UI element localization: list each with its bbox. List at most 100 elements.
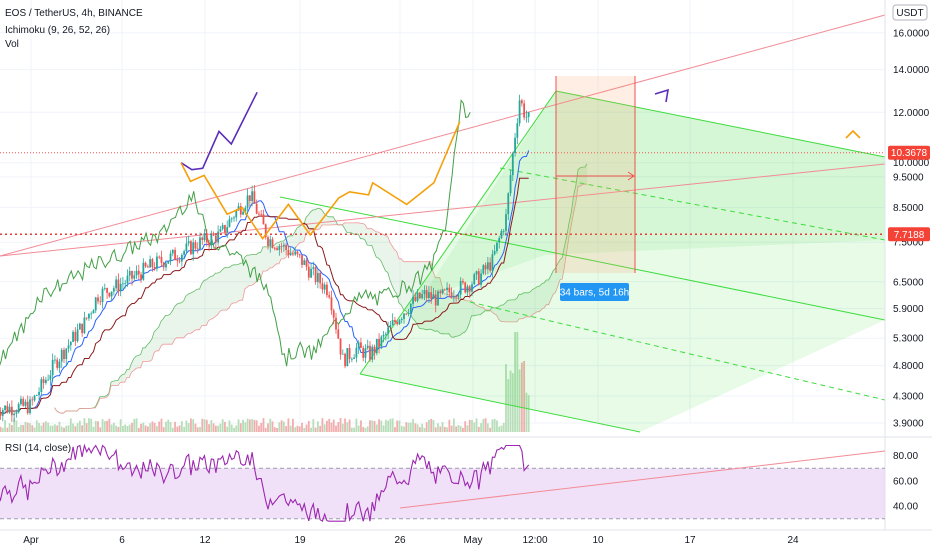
volume-bar [119,419,122,432]
candle-body [90,313,93,315]
candle-body [294,251,297,255]
candle-body [151,259,154,268]
time-tick-label: May [464,535,483,546]
volume-bar [69,418,72,432]
candle-body [321,283,324,290]
symbol-title[interactable]: EOS / TetherUS, 4h, BINANCE [5,8,143,19]
volume-legend[interactable]: Vol [5,39,19,50]
volume-bar [484,418,487,432]
volume-bar [88,418,90,432]
candle-body [210,234,213,246]
volume-bar [432,419,435,432]
volume-bar [353,427,356,432]
candle-body [389,325,392,328]
volume-bar [26,422,29,432]
time-tick-label: Apr [23,535,39,546]
volume-bar [301,422,303,432]
volume-bar [40,425,43,432]
candle-body [378,338,380,347]
volume-bar [187,423,190,432]
pitchfork-drawing[interactable] [279,90,886,433]
rsi-pane[interactable]: 80.00 60.00 40.00 [0,443,918,523]
volume-bar [348,419,351,432]
volume-bar [149,423,152,432]
volume-bar [468,419,471,432]
rsi-legend[interactable]: RSI (14, close) [5,443,71,454]
volume-bar [457,425,460,432]
candle-body [58,361,61,368]
candle-body [126,275,129,284]
candle-body [205,233,208,243]
candle-body [330,297,333,311]
volume-bar [276,427,278,432]
volume-bar [205,419,208,432]
forecast-path-purple[interactable] [180,91,258,171]
price-axis-ticks[interactable]: 16.0000 14.0000 12.0000 10.0000 9.5000 8.5000… [893,28,930,429]
candle-body [69,341,72,346]
volume-bar [423,427,426,432]
candle-body [38,391,40,396]
candle-body [400,318,403,321]
volume-bar [65,425,68,432]
candle-body [248,195,251,202]
price-tick-label: 10.0000 [893,158,930,169]
forecast-path-orange[interactable] [180,121,461,240]
volume-bar [319,425,322,432]
pitchfork-lower-line [359,373,641,433]
rsi-tick-label: 40.00 [893,502,918,513]
candle-body [99,301,102,303]
candle-body [516,123,519,138]
volume-bar [142,422,145,432]
volume-bar [146,426,149,432]
volume-bar [303,427,306,432]
candle-body [244,207,247,212]
candle-body [160,256,163,263]
candle-body [108,292,111,297]
volume-bar [459,425,462,432]
candle-body [523,103,526,118]
volume-bar [124,424,127,432]
volume-bar [180,421,183,432]
candle-body [328,295,331,298]
volume-bar [92,426,95,432]
candle-body [260,214,263,215]
volume-bar [287,418,290,432]
measure-tool[interactable]: 34 bars, 5d 16h [555,76,636,301]
candle-body [498,238,501,243]
volume-bar [20,424,22,432]
candle-body [221,225,224,229]
volume-bar [462,427,464,432]
candle-body [35,395,38,396]
candle-body [375,338,378,354]
trendline-steep[interactable] [0,14,886,257]
candle-body [348,348,351,359]
tenkan-line [0,150,530,414]
volume-bar [126,426,129,432]
volume-bar [502,422,505,432]
volume-bar [260,422,263,432]
candle-body [33,395,36,401]
candle-body [237,206,240,211]
candle-body [496,242,498,252]
volume-bar [156,426,158,432]
volume-bar [294,427,297,432]
volume-bar [298,426,301,432]
volume-bar [22,425,25,432]
price-tick-label: 6.5000 [893,277,924,288]
volume-bar [106,420,108,432]
time-axis-ticks[interactable]: Apr 6 12 19 26 May 12:00 10 17 24 [23,535,799,546]
ichimoku-lines [0,99,530,414]
volume-bar [47,422,50,432]
volume-bar [167,419,170,432]
volume-bar [398,420,401,432]
ichimoku-legend[interactable]: Ichimoku (9, 26, 52, 26) [5,25,110,36]
volume-bar [314,427,317,432]
candle-body [253,191,256,204]
volume-bar [491,419,494,432]
channel-line-top [279,196,886,321]
currency-badge[interactable]: USDT [892,4,928,21]
candle-body [180,254,183,262]
candle-body [13,413,16,416]
candle-body [56,359,59,368]
